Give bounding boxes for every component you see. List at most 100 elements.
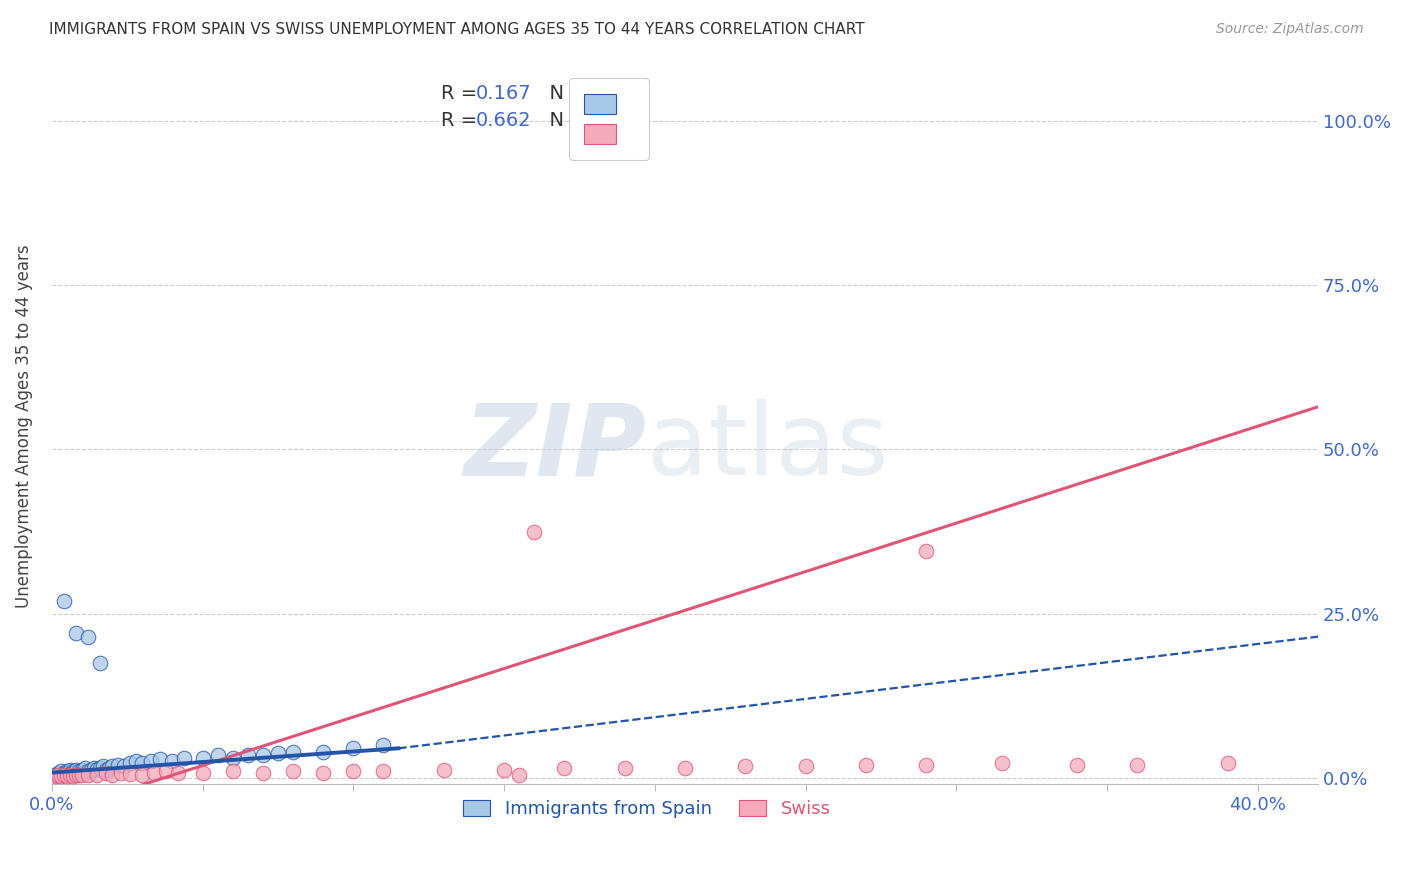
- Point: [236, 747, 259, 762]
- Point: [523, 524, 546, 539]
- Point: [44, 767, 66, 781]
- Point: [59, 767, 82, 781]
- Point: [131, 756, 153, 771]
- Point: [149, 752, 172, 766]
- Point: [267, 746, 290, 760]
- Text: 0.167: 0.167: [477, 84, 531, 103]
- Point: [342, 741, 364, 756]
- Point: [80, 763, 103, 777]
- Point: [86, 762, 108, 776]
- Point: [89, 761, 111, 775]
- Text: 0.662: 0.662: [477, 111, 531, 130]
- Point: [86, 767, 108, 781]
- Point: [94, 765, 117, 780]
- Point: [46, 767, 69, 781]
- Point: [65, 767, 87, 781]
- Text: 43: 43: [578, 111, 605, 130]
- Point: [120, 767, 142, 781]
- Text: atlas: atlas: [647, 400, 889, 497]
- Point: [59, 763, 82, 777]
- Point: [553, 761, 575, 775]
- Point: [49, 767, 72, 781]
- Point: [1216, 756, 1239, 771]
- Point: [613, 761, 636, 775]
- Point: [56, 764, 79, 779]
- Point: [1126, 757, 1149, 772]
- Text: Source: ZipAtlas.com: Source: ZipAtlas.com: [1216, 22, 1364, 37]
- Point: [312, 765, 335, 780]
- Text: IMMIGRANTS FROM SPAIN VS SWISS UNEMPLOYMENT AMONG AGES 35 TO 44 YEARS CORRELATIO: IMMIGRANTS FROM SPAIN VS SWISS UNEMPLOYM…: [49, 22, 865, 37]
- Point: [508, 767, 530, 781]
- Point: [67, 764, 90, 779]
- Point: [77, 630, 100, 644]
- Text: ZIP: ZIP: [464, 400, 647, 497]
- Point: [373, 738, 395, 752]
- Point: [173, 751, 195, 765]
- Point: [990, 756, 1012, 771]
- Point: [120, 756, 142, 771]
- Point: [207, 747, 229, 762]
- Text: N =: N =: [537, 84, 593, 103]
- Point: [77, 767, 100, 781]
- Point: [56, 769, 79, 783]
- Point: [915, 544, 938, 558]
- Point: [91, 759, 114, 773]
- Point: [734, 759, 756, 773]
- Point: [167, 765, 190, 780]
- Point: [65, 763, 87, 777]
- Point: [131, 767, 153, 781]
- Point: [62, 764, 84, 779]
- Point: [143, 765, 166, 780]
- Point: [433, 763, 456, 777]
- Point: [70, 767, 93, 781]
- Text: 50: 50: [578, 84, 605, 103]
- Point: [67, 768, 90, 782]
- Point: [112, 759, 135, 773]
- Point: [62, 765, 84, 780]
- Point: [44, 769, 66, 783]
- Point: [107, 757, 129, 772]
- Point: [70, 765, 93, 780]
- Point: [70, 763, 93, 777]
- Point: [492, 763, 515, 777]
- Point: [52, 767, 75, 781]
- Point: [155, 764, 177, 779]
- Text: R =: R =: [440, 111, 484, 130]
- Point: [52, 593, 75, 607]
- Point: [77, 764, 100, 779]
- Point: [191, 751, 214, 765]
- Point: [94, 763, 117, 777]
- Point: [281, 745, 304, 759]
- Point: [221, 751, 243, 765]
- Point: [162, 755, 184, 769]
- Point: [49, 769, 72, 783]
- Point: [101, 759, 124, 773]
- Point: [56, 765, 79, 780]
- Point: [110, 765, 132, 780]
- Y-axis label: Unemployment Among Ages 35 to 44 years: Unemployment Among Ages 35 to 44 years: [15, 244, 32, 608]
- Point: [855, 757, 877, 772]
- Point: [83, 761, 105, 775]
- Point: [98, 761, 121, 775]
- Point: [281, 764, 304, 779]
- Point: [312, 745, 335, 759]
- Point: [101, 767, 124, 781]
- Point: [373, 764, 395, 779]
- Point: [125, 755, 148, 769]
- Point: [673, 761, 696, 775]
- Point: [252, 765, 274, 780]
- Point: [46, 765, 69, 780]
- Point: [73, 761, 96, 775]
- Point: [191, 765, 214, 780]
- Point: [59, 767, 82, 781]
- Point: [1066, 757, 1088, 772]
- Point: [221, 764, 243, 779]
- Point: [52, 765, 75, 780]
- Point: [915, 757, 938, 772]
- Legend: Immigrants from Spain, Swiss: Immigrants from Spain, Swiss: [456, 793, 838, 825]
- Point: [62, 769, 84, 783]
- Point: [49, 764, 72, 779]
- Point: [52, 767, 75, 781]
- Text: N =: N =: [537, 111, 593, 130]
- Point: [794, 759, 817, 773]
